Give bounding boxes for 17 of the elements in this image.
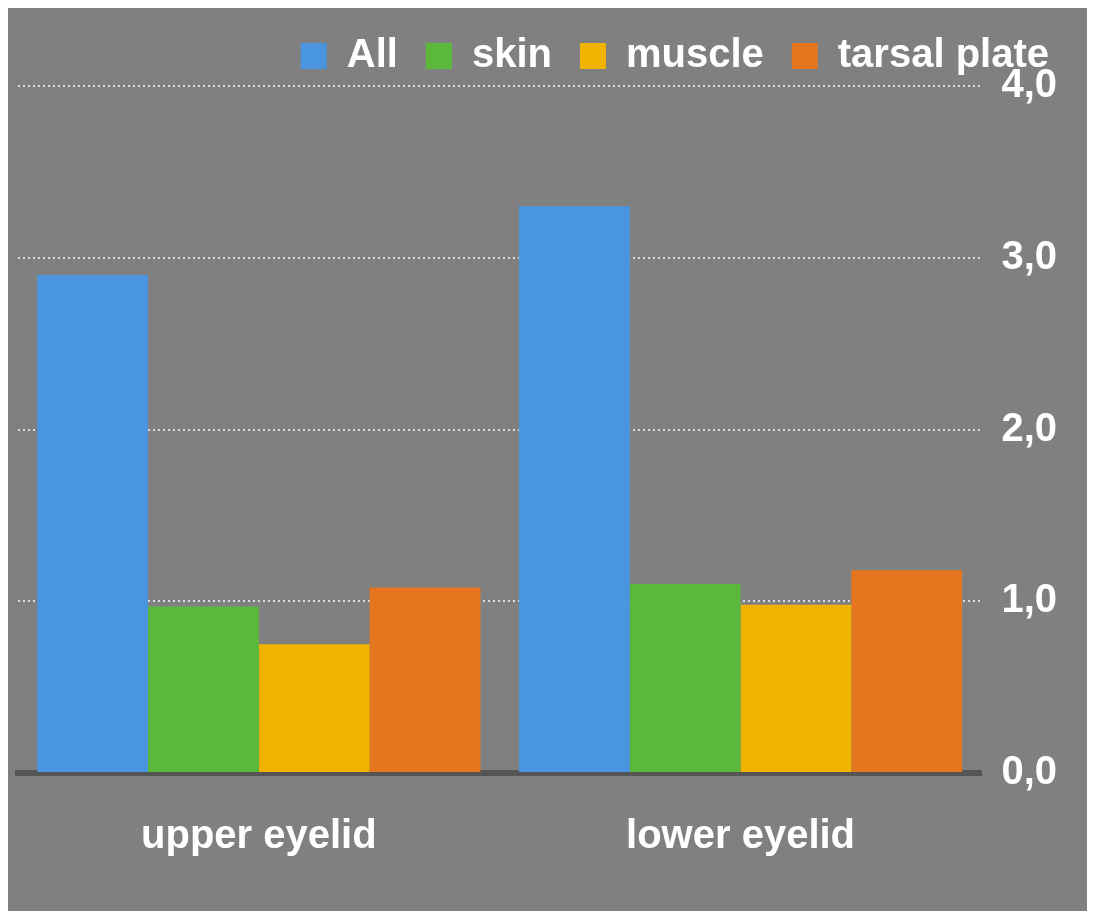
bar bbox=[740, 604, 852, 772]
bar bbox=[37, 274, 149, 772]
bar bbox=[148, 606, 259, 772]
bar bbox=[851, 570, 963, 772]
legend-label: muscle bbox=[625, 31, 764, 76]
legend-label: All bbox=[346, 31, 398, 76]
legend-label: skin bbox=[471, 31, 552, 76]
y-tick-label: 2,0 bbox=[1001, 404, 1057, 449]
bar bbox=[258, 644, 370, 772]
bar bbox=[369, 587, 481, 772]
bar bbox=[518, 206, 630, 772]
y-tick-label: 3,0 bbox=[1001, 232, 1057, 277]
bar bbox=[629, 584, 741, 772]
x-tick-label: upper eyelid bbox=[141, 812, 377, 857]
x-tick-label: lower eyelid bbox=[626, 812, 856, 857]
y-tick-label: 1,0 bbox=[1001, 576, 1057, 621]
y-tick-label: 0,0 bbox=[1001, 748, 1057, 793]
